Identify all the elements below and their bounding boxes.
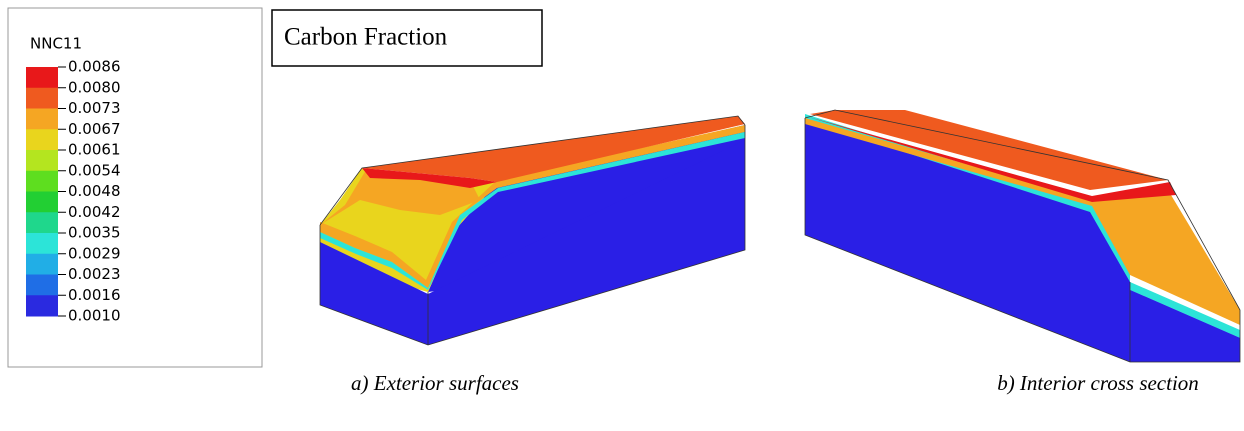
legend-label: 0.0029 <box>68 244 121 262</box>
caption: b) Interior cross section <box>997 371 1199 395</box>
legend-label: 0.0048 <box>68 182 121 200</box>
legend-label: 0.0016 <box>68 286 121 304</box>
legend-label: 0.0061 <box>68 141 121 159</box>
legend-label: 0.0067 <box>68 120 121 138</box>
title: Carbon Fraction <box>284 24 448 51</box>
legend-band <box>26 88 58 109</box>
legend-band <box>26 192 58 213</box>
legend-label: 0.0042 <box>68 203 121 221</box>
figure: NNC11 0.0086 0.0080 0.0073 0.0067 0.0061 0.00… <box>0 0 1244 426</box>
legend-label: 0.0073 <box>68 99 121 117</box>
block-exterior <box>320 116 745 345</box>
legend-label: 0.0086 <box>68 58 121 76</box>
legend-band <box>26 233 58 254</box>
caption: a) Exterior surfaces <box>351 371 519 395</box>
legend-band <box>26 67 58 88</box>
legend-band <box>26 150 58 171</box>
block-cross-section <box>805 110 1240 362</box>
legend-band <box>26 295 58 316</box>
legend-band <box>26 254 58 275</box>
legend-label: 0.0010 <box>68 307 121 325</box>
legend-label: 0.0080 <box>68 78 121 96</box>
legend-band <box>26 109 58 130</box>
legend-band <box>26 275 58 296</box>
legend-label: 0.0035 <box>68 224 121 242</box>
legend-label: 0.0023 <box>68 265 121 283</box>
legend-band <box>26 171 58 192</box>
legend-title: NNC11 <box>30 35 82 53</box>
legend-band <box>26 129 58 150</box>
legend-label: 0.0054 <box>68 161 121 179</box>
legend-band <box>26 212 58 233</box>
